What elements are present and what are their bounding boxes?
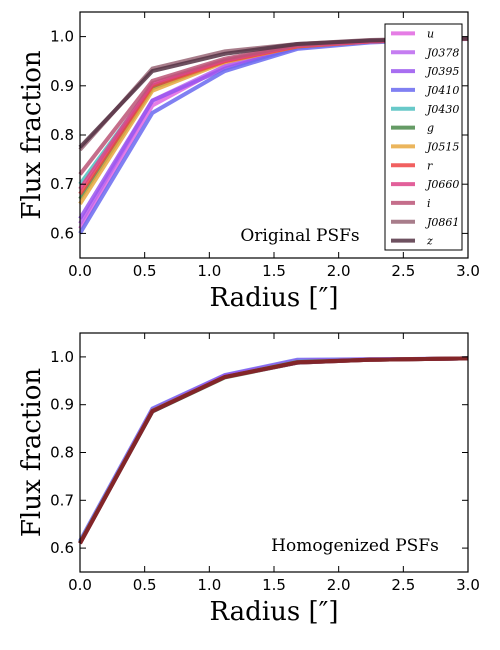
y-tick-label: 0.7 [50, 491, 74, 509]
y-tick-label: 0.8 [50, 444, 74, 462]
legend-label: i [427, 197, 431, 210]
x-axis-label: Radius [″] [210, 283, 339, 313]
y-tick-label: 0.8 [50, 126, 74, 144]
y-tick-label: 1.0 [50, 28, 74, 46]
x-tick-label: 2.5 [391, 262, 415, 280]
series-line-3 [78, 356, 469, 544]
legend-label: J0861 [425, 216, 459, 229]
x-tick-label: 3.0 [456, 576, 480, 594]
x-tick-label: 1.0 [197, 262, 221, 280]
y-tick-label: 0.9 [50, 77, 74, 95]
legend-label: r [427, 159, 433, 172]
series-line-2 [78, 356, 469, 543]
x-tick-label: 0.5 [133, 576, 157, 594]
y-axis-label: Flux fraction [17, 50, 47, 220]
legend-label: J0515 [425, 140, 459, 153]
legend-label: J0660 [425, 178, 459, 191]
series-line-4 [78, 356, 469, 544]
y-axis-label: Flux fraction [17, 368, 47, 538]
x-tick-label: 1.0 [197, 576, 221, 594]
y-tick-label: 0.6 [50, 539, 74, 557]
panel-annotation: Original PSFs [240, 226, 359, 246]
legend-label: u [427, 27, 434, 40]
legend-label: g [427, 122, 434, 135]
panel-annotation: Homogenized PSFs [271, 536, 439, 556]
x-axis-label: Radius [″] [210, 597, 339, 627]
x-tick-label: 0.5 [133, 262, 157, 280]
legend-label: J0430 [425, 103, 459, 116]
series-line-7 [78, 356, 469, 545]
x-tick-label: 0.0 [68, 262, 92, 280]
y-tick-label: 0.6 [50, 224, 74, 242]
x-tick-label: 3.0 [456, 262, 480, 280]
y-tick-label: 0.9 [50, 396, 74, 414]
x-tick-label: 2.5 [391, 576, 415, 594]
series-line-8 [78, 356, 469, 545]
chart-panel-1: 0.0 0.5 1.0 1.5 2.0 2.5 3.0 0.6 0.7 0.8 0.9 1.0 Radi… [17, 11, 480, 313]
legend-label: J0395 [425, 65, 459, 78]
legend-label: z [426, 235, 433, 248]
legend-label: J0378 [425, 46, 459, 59]
x-tick-label: 2.0 [327, 576, 351, 594]
y-tick-label: 0.7 [50, 175, 74, 193]
legend-label: J0410 [425, 84, 459, 97]
chart-panel-2: 0.0 0.5 1.0 1.5 2.0 2.5 3.0 0.6 0.7 0.8 0.9 1.0 Radi… [17, 332, 480, 627]
x-tick-label: 1.5 [262, 262, 286, 280]
series-line-6 [78, 356, 469, 545]
y-tick-label: 1.0 [50, 348, 74, 366]
series-line-1 [78, 356, 469, 542]
legend-box [384, 23, 463, 251]
x-tick-label: 0.0 [68, 576, 92, 594]
legend: u J0378 J0395 J0410 J0430 g J0515 r J0660 i J0861 z [384, 23, 463, 251]
x-tick-label: 1.5 [262, 576, 286, 594]
series-line-5 [78, 356, 469, 545]
x-tick-label: 2.0 [327, 262, 351, 280]
